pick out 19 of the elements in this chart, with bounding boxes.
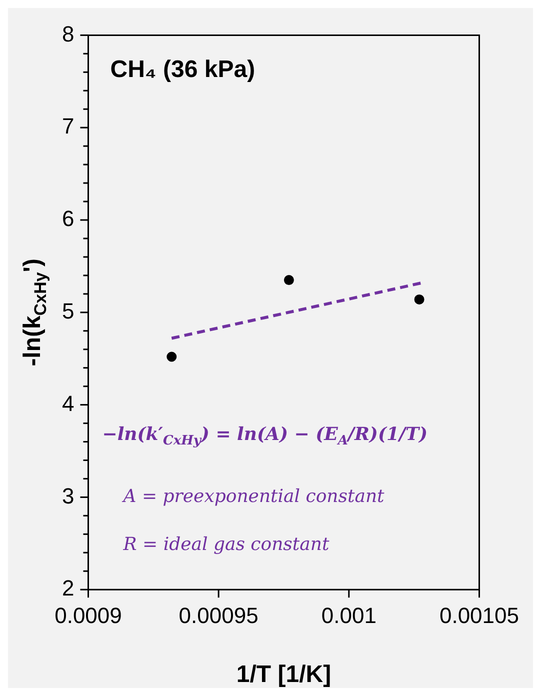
annotation: A = preexponential constant bbox=[121, 486, 386, 507]
y-tick-label: 3 bbox=[62, 483, 74, 508]
y-tick-label: 8 bbox=[62, 21, 74, 46]
y-tick-label: 2 bbox=[62, 576, 74, 601]
x-axis-title: 1/T [1/K] bbox=[236, 661, 332, 688]
point bbox=[284, 275, 294, 286]
text: CH₄ (36 kPa) bbox=[110, 56, 256, 84]
y-tick-label: 4 bbox=[62, 390, 74, 416]
y-tick-label: 6 bbox=[62, 206, 74, 232]
y-tick-label: 7 bbox=[62, 114, 74, 139]
point bbox=[414, 294, 424, 304]
x-tick-label: 0.001 bbox=[321, 602, 376, 628]
x-tick-label: 0.00095 bbox=[178, 602, 258, 628]
y-tick-label: 5 bbox=[62, 298, 74, 324]
y-axis-title: -ln(kCxHy') bbox=[19, 258, 50, 366]
x-tick-label: 0.00105 bbox=[439, 602, 520, 628]
point bbox=[166, 352, 177, 362]
x-tick-label: 0.0009 bbox=[54, 602, 122, 628]
annotation: R = ideal gas constant bbox=[122, 534, 330, 555]
